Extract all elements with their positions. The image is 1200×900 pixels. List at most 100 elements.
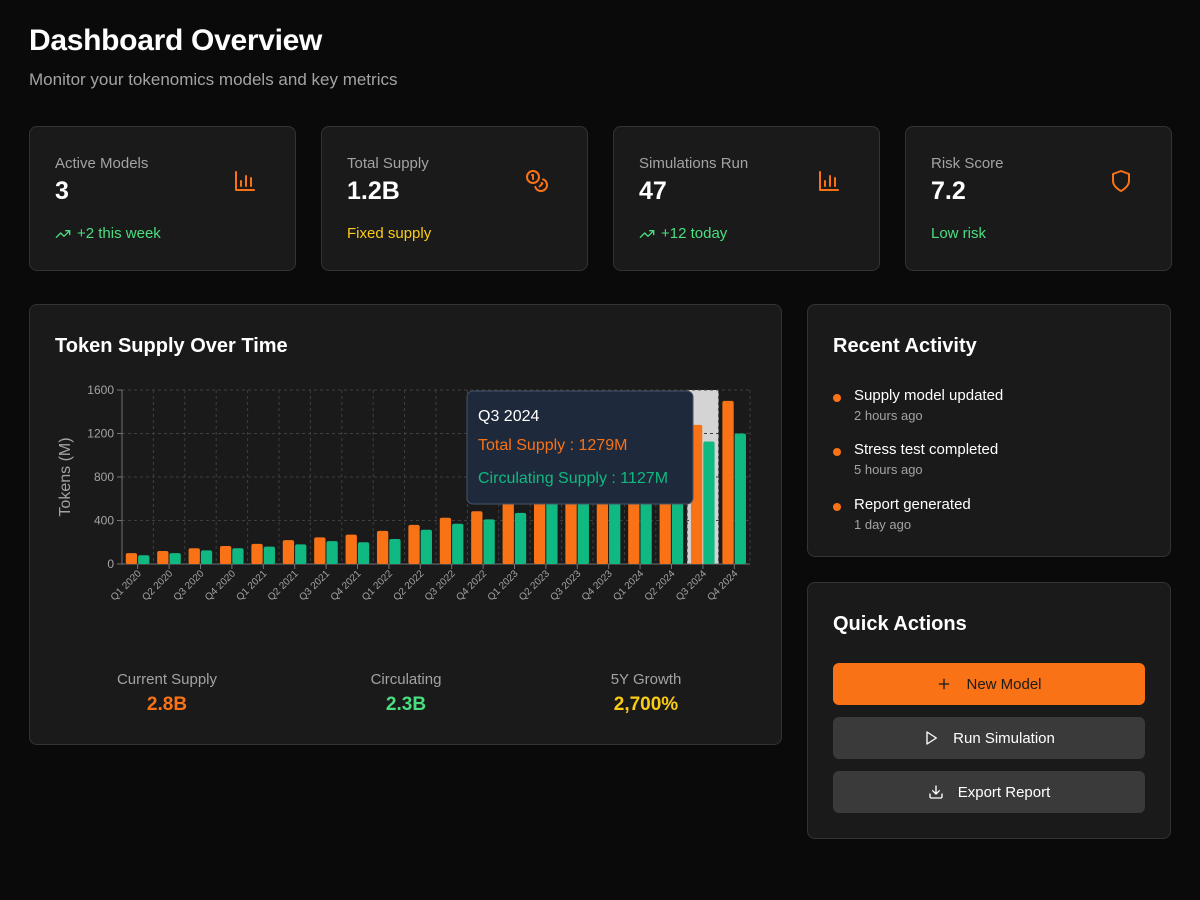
chart-title: Token Supply Over Time <box>55 335 288 357</box>
bar-total-supply <box>188 548 200 564</box>
bar-circulating-supply <box>452 523 464 564</box>
bar-circulating-supply <box>169 553 181 564</box>
bar-chart-icon <box>819 171 839 191</box>
trending-up-icon <box>55 229 71 238</box>
stat-value: 1.2B <box>347 177 400 205</box>
bar-circulating-supply <box>734 433 746 564</box>
page-title: Dashboard Overview <box>29 24 323 57</box>
bar-total-supply <box>439 517 452 564</box>
y-axis-label: Tokens (M) <box>57 437 74 516</box>
bar-circulating-supply <box>389 538 401 564</box>
stat-trend: +2 this week <box>55 225 161 242</box>
x-tick-label: Q4 2022 <box>454 568 489 603</box>
recent-activity-card: Recent Activity Supply model updated 2 h… <box>807 304 1171 557</box>
summary-label: 5Y Growth <box>610 671 682 688</box>
activity-item: Stress test completed 5 hours ago <box>833 441 998 477</box>
bar-circulating-supply <box>232 548 244 564</box>
x-tick-label: Q2 2023 <box>517 568 552 603</box>
stat-trend: +12 today <box>639 225 727 242</box>
new-model-button[interactable]: New Model <box>833 663 1145 705</box>
x-tick-label: Q3 2024 <box>674 568 709 603</box>
bar-circulating-supply <box>326 541 338 564</box>
x-tick-label: Q2 2021 <box>266 568 301 603</box>
run-simulation-button[interactable]: Run Simulation <box>833 717 1145 759</box>
quick-actions-card: Quick Actions New Model Run Simulation E… <box>807 582 1171 839</box>
stat-card-risk-score: Risk Score 7.2 Low risk <box>905 126 1172 271</box>
stat-foot-text: Low risk <box>931 225 987 242</box>
bar-total-supply <box>345 534 357 564</box>
bar-circulating-supply <box>295 544 307 564</box>
bar-circulating-supply <box>483 519 495 564</box>
x-tick-label: Q1 2022 <box>360 568 395 603</box>
token-supply-chart-card: Token Supply Over Time 0 400 800 1200 1600 Q1… <box>29 304 782 745</box>
stat-value: 7.2 <box>931 177 966 205</box>
bar-total-supply <box>408 524 420 564</box>
run-simulation-label: Run Simulation <box>953 729 1055 747</box>
bar-circulating-supply <box>514 512 527 564</box>
stat-card-active-models: Active Models 3 +2 this week <box>29 126 296 271</box>
bar-total-supply <box>251 543 263 564</box>
tooltip-total-supply: Total Supply : 1279M <box>478 437 627 454</box>
bar-circulating-supply <box>138 555 150 564</box>
stat-foot-text: Fixed supply <box>347 225 432 242</box>
activity-time: 2 hours ago <box>854 408 923 423</box>
summary-value: 2.3B <box>385 694 427 715</box>
bar-circulating-supply <box>263 546 275 564</box>
stat-card-simulations: Simulations Run 47 +12 today <box>613 126 880 271</box>
summary-circulating: Circulating 2.3B <box>306 671 506 716</box>
export-report-button[interactable]: Export Report <box>833 771 1145 813</box>
stat-label: Active Models <box>55 155 149 172</box>
activity-title: Recent Activity <box>833 335 977 357</box>
bar-total-supply <box>690 424 703 564</box>
activity-dot-icon <box>833 394 841 402</box>
bar-circulating-supply <box>546 503 558 564</box>
x-tick-label: Q3 2021 <box>297 568 332 603</box>
bar-circulating-supply <box>420 529 432 564</box>
trending-up-icon <box>639 229 655 238</box>
activity-text: Supply model updated <box>854 387 1004 404</box>
stat-card-total-supply: Total Supply 1.2B Fixed supply <box>321 126 588 271</box>
x-tick-label: Q4 2020 <box>203 568 238 603</box>
activity-item: Report generated 1 day ago <box>833 496 971 532</box>
stat-label: Simulations Run <box>639 155 749 172</box>
tooltip-circulating-supply: Circulating Supply : 1127M <box>478 470 668 487</box>
stat-value: 47 <box>639 177 667 205</box>
plus-icon <box>939 678 950 690</box>
stat-label: Risk Score <box>931 155 1004 172</box>
x-tick-label: Q4 2023 <box>580 568 615 603</box>
bar-circulating-supply <box>703 441 715 564</box>
bar-total-supply <box>125 553 138 564</box>
activity-item: Supply model updated 2 hours ago <box>833 387 1003 423</box>
download-icon <box>929 785 943 799</box>
x-tick-label: Q1 2024 <box>611 568 646 603</box>
y-tick-label: 0 <box>107 557 114 571</box>
stat-foot: Low risk <box>931 225 986 242</box>
y-tick-label: 400 <box>94 514 114 528</box>
page-subtitle: Monitor your tokenomics models and key m… <box>29 70 398 89</box>
bar-chart-icon <box>235 171 255 191</box>
play-icon <box>926 731 938 745</box>
stat-foot-text: +12 today <box>661 225 728 242</box>
stat-label: Total Supply <box>347 155 429 172</box>
bar-total-supply <box>376 530 389 564</box>
bar-total-supply <box>157 550 169 564</box>
stat-value: 3 <box>55 177 69 205</box>
x-tick-label: Q4 2024 <box>706 568 741 603</box>
x-tick-label: Q2 2020 <box>140 568 175 603</box>
bar-total-supply <box>502 503 514 564</box>
activity-text: Stress test completed <box>854 441 999 458</box>
summary-value: 2,700% <box>613 694 679 715</box>
coins-icon <box>526 170 548 192</box>
activity-dot-icon <box>833 448 841 456</box>
new-model-label: New Model <box>966 675 1042 693</box>
activity-time: 5 hours ago <box>854 462 923 477</box>
export-report-label: Export Report <box>957 783 1051 801</box>
stat-foot-text: +2 this week <box>77 225 161 242</box>
x-tick-label: Q3 2020 <box>172 568 207 603</box>
actions-title: Quick Actions <box>833 613 967 635</box>
x-tick-label: Q1 2021 <box>235 568 270 603</box>
activity-time: 1 day ago <box>854 517 912 532</box>
bar-circulating-supply <box>200 550 213 564</box>
bar-total-supply <box>282 540 295 564</box>
